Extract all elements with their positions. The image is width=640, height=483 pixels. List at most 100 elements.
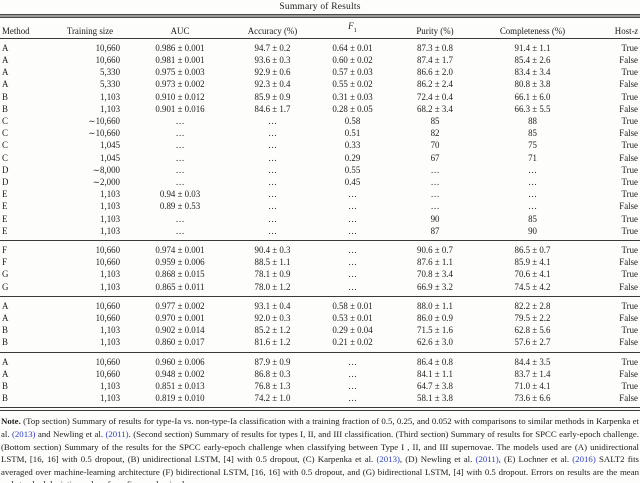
cell-accuracy: 93.1 ± 0.4	[254, 300, 291, 311]
cell-method: A	[2, 368, 9, 379]
cell-accuracy: 92.0 ± 0.3	[254, 313, 291, 324]
cell-training-size: 1,103	[100, 269, 120, 280]
cell-auc: 0.89 ± 0.53	[159, 201, 201, 212]
table-row: C 1,045 … … 0.29 67 71 False	[0, 152, 640, 164]
cell-method: A	[2, 67, 9, 78]
citation-link[interactable]: (2013)	[11, 429, 36, 440]
cell-accuracy: 93.6 ± 0.3	[254, 54, 291, 65]
cell-f1: …	[348, 225, 357, 236]
cell-training-size: 10,660	[95, 368, 120, 379]
cell-purity: 87.3 ± 0.8	[417, 42, 453, 53]
cell-accuracy: 88.5 ± 1.1	[254, 257, 291, 268]
table-title: Summary of Results	[279, 2, 361, 12]
cell-completeness: 70.6 ± 4.1	[514, 269, 551, 280]
cell-f1: 0.58	[344, 116, 361, 126]
cell-auc: 0.970 ± 0.001	[155, 313, 205, 324]
cell-host-z: True	[621, 300, 638, 311]
cell-method: F	[2, 245, 7, 256]
top-double-rule	[0, 14, 640, 18]
cell-purity: 70.8 ± 3.4	[417, 269, 453, 280]
cell-accuracy: …	[268, 116, 277, 126]
cell-completeness: 90	[528, 225, 537, 236]
note-text-segment: , (E) Lochner et al.	[498, 454, 573, 465]
cell-auc: …	[175, 164, 185, 175]
cell-host-z: False	[619, 337, 638, 348]
table-section-bottom: A 10,660 0.960 ± 0.006 87.9 ± 0.9 … 86.4 ± 0.…	[0, 352, 640, 407]
cell-completeness: 66.3 ± 5.5	[514, 103, 551, 114]
cell-auc: 0.910 ± 0.012	[155, 91, 205, 102]
cell-completeness: …	[528, 189, 537, 200]
cell-completeness: 80.8 ± 3.8	[514, 79, 551, 90]
table-section-third: A 10,660 0.977 ± 0.002 93.1 ± 0.4 0.58 ± 0.0…	[0, 296, 640, 352]
cell-method: C	[2, 116, 8, 126]
cell-purity: 86.6 ± 2.0	[417, 67, 453, 78]
cell-training-size: 10,660	[95, 245, 120, 256]
cell-purity: 82	[430, 128, 440, 139]
cell-f1: 0.51	[344, 128, 361, 139]
cell-purity: 90.6 ± 0.7	[417, 245, 453, 256]
table-row: A 5,330 0.975 ± 0.003 92.9 ± 0.6 0.57 ± 0.03…	[0, 66, 640, 78]
citation-link[interactable]: (2016)	[572, 454, 596, 465]
cell-accuracy: …	[268, 213, 277, 224]
citation-link[interactable]: (2011)	[475, 454, 499, 465]
cell-accuracy: 74.2 ± 1.0	[254, 393, 291, 404]
citation-link[interactable]: (2011)	[105, 429, 129, 440]
cell-method: E	[2, 201, 8, 212]
cell-f1: …	[348, 257, 357, 268]
column-header-training-size: Training size	[50, 18, 130, 39]
cell-purity: 84.1 ± 1.1	[417, 368, 453, 379]
cell-f1: …	[348, 201, 357, 212]
cell-method: B	[2, 393, 8, 404]
cell-purity: 86.2 ± 2.4	[417, 79, 453, 90]
table-row: A 5,330 0.973 ± 0.002 92.3 ± 0.4 0.55 ± 0.02…	[0, 78, 640, 90]
cell-auc: 0.973 ± 0.002	[155, 79, 205, 90]
cell-host-z: True	[621, 213, 638, 224]
cell-host-z: True	[621, 245, 638, 256]
cell-purity: 86.0 ± 0.9	[417, 313, 453, 324]
cell-completeness: 66.1 ± 6.0	[514, 91, 551, 102]
table-row: B 1,103 0.851 ± 0.013 76.8 ± 1.3 … 64.7 ± 3.8…	[0, 380, 640, 392]
cell-method: A	[2, 313, 9, 324]
cell-host-z: False	[619, 393, 638, 404]
cell-host-z: True	[621, 225, 638, 236]
cell-method: B	[2, 103, 8, 114]
cell-f1: 0.45	[344, 177, 361, 188]
cell-completeness: 83.4 ± 3.4	[514, 67, 551, 78]
cell-auc: 0.981 ± 0.001	[155, 54, 205, 65]
cell-method: C	[2, 152, 8, 163]
cell-completeness: 85.4 ± 2.6	[514, 54, 551, 65]
cell-auc: 0.819 ± 0.010	[155, 393, 205, 404]
cell-f1: 0.33	[344, 140, 361, 151]
cell-completeness: …	[528, 201, 537, 212]
cell-purity: 90	[430, 213, 440, 224]
cell-completeness: 82.2 ± 2.8	[514, 300, 551, 311]
cell-method: G	[2, 269, 9, 280]
cell-f1: …	[348, 269, 357, 280]
cell-host-z: True	[621, 140, 638, 151]
table-row: C ∼10,660 … … 0.51 82 85 False	[0, 127, 640, 139]
citation-link[interactable]: (2013)	[376, 454, 400, 465]
cell-purity: …	[430, 189, 440, 200]
cell-host-z: False	[619, 54, 638, 65]
cell-accuracy: 87.9 ± 0.9	[254, 356, 291, 367]
cell-host-z: True	[621, 325, 638, 336]
cell-f1: …	[348, 356, 357, 367]
cell-accuracy: 85.2 ± 1.2	[254, 325, 291, 336]
cell-training-size: 1,103	[100, 393, 120, 404]
table-row: E 1,103 … … … 87 90 True	[0, 225, 640, 241]
cell-method: A	[2, 42, 9, 53]
cell-method: D	[2, 177, 9, 188]
cell-host-z: False	[619, 103, 638, 114]
cell-method: B	[2, 381, 8, 392]
cell-training-size: 10,660	[95, 42, 120, 53]
cell-training-size: 1,103	[100, 201, 120, 212]
table-row: A 10,660 0.960 ± 0.006 87.9 ± 0.9 … 86.4 ± 0.…	[0, 352, 640, 368]
cell-f1: …	[348, 281, 357, 292]
cell-training-size: 10,660	[95, 257, 120, 268]
cell-accuracy: 81.6 ± 1.2	[254, 337, 291, 348]
cell-auc: …	[175, 213, 185, 224]
cell-method: C	[2, 140, 8, 151]
cell-auc: 0.851 ± 0.013	[155, 381, 205, 392]
cell-training-size: 1,103	[100, 281, 120, 292]
